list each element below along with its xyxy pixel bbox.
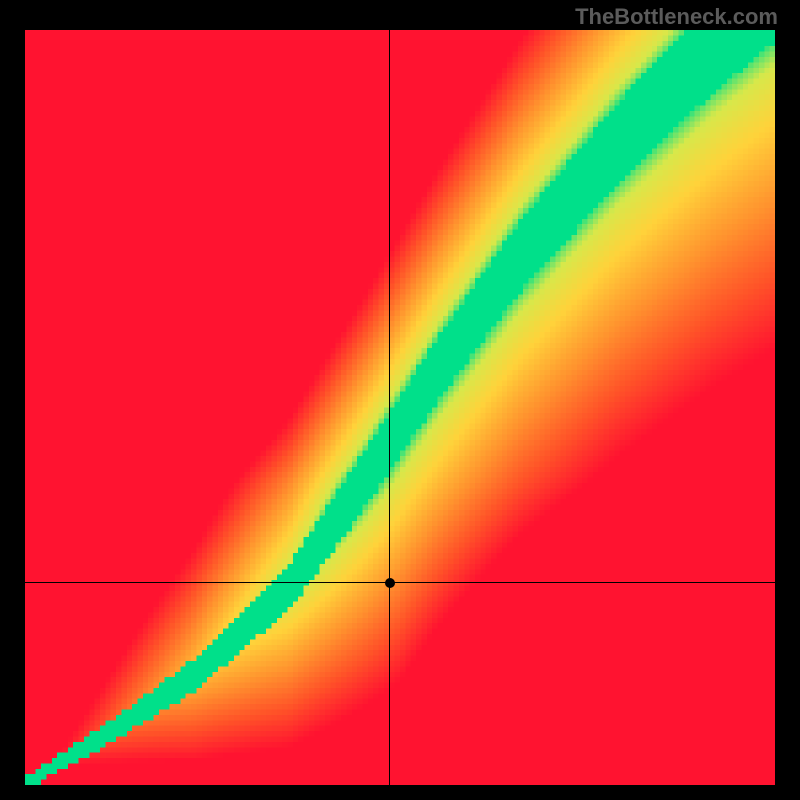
chart-container: TheBottleneck.com — [0, 0, 800, 800]
bottleneck-heatmap-canvas — [25, 30, 775, 785]
watermark-text: TheBottleneck.com — [575, 4, 778, 30]
